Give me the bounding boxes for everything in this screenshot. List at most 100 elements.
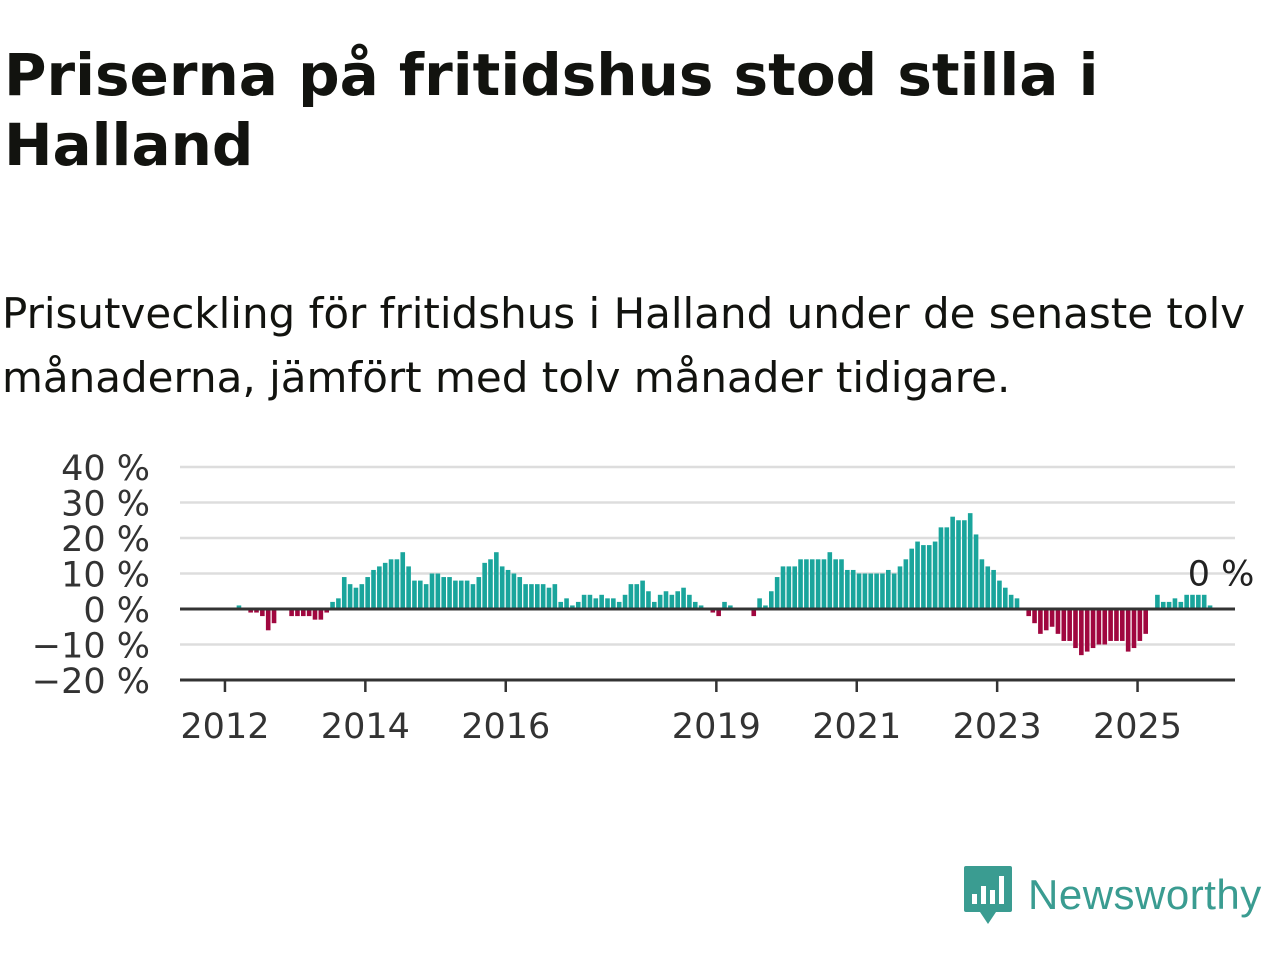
bar xyxy=(453,580,458,609)
bar xyxy=(406,566,411,609)
newsworthy-logo: Newsworthy xyxy=(962,864,1262,926)
bar xyxy=(944,527,950,609)
bar xyxy=(418,580,423,609)
bar xyxy=(546,587,552,609)
bar xyxy=(359,584,365,609)
bar xyxy=(611,598,616,609)
bar xyxy=(529,584,534,609)
bar xyxy=(1184,594,1189,609)
bar xyxy=(441,577,446,609)
bar xyxy=(236,605,242,609)
y-tick-label: −20 % xyxy=(32,662,150,702)
bar xyxy=(786,566,792,609)
bar xyxy=(967,513,973,609)
bar xyxy=(570,605,575,609)
bar xyxy=(774,577,780,609)
bar xyxy=(318,609,324,620)
bars: 0 % xyxy=(236,513,1255,656)
bar xyxy=(821,559,827,609)
bar xyxy=(347,584,353,609)
bar xyxy=(1073,609,1078,649)
bar xyxy=(827,552,833,609)
bar xyxy=(687,594,692,609)
bar xyxy=(552,584,558,609)
bar xyxy=(757,598,762,609)
bar xyxy=(862,573,868,609)
bar xyxy=(423,584,429,609)
bar xyxy=(505,569,511,609)
bar xyxy=(652,601,657,609)
bar xyxy=(692,601,698,609)
bar xyxy=(856,573,862,609)
bar xyxy=(1166,601,1172,609)
bar xyxy=(809,559,815,609)
bar xyxy=(482,562,487,609)
bar xyxy=(1108,609,1113,641)
bar xyxy=(1014,598,1020,609)
x-tick-label: 2016 xyxy=(461,707,550,747)
bar xyxy=(722,601,727,609)
bar xyxy=(1155,594,1160,609)
bar xyxy=(628,584,634,609)
bar xyxy=(886,569,891,609)
bar xyxy=(336,598,341,609)
bar xyxy=(991,569,996,609)
bar xyxy=(1207,605,1213,609)
bar xyxy=(1008,594,1014,609)
x-tick-label: 2012 xyxy=(180,707,269,747)
bar xyxy=(429,573,435,609)
x-axis: 2012 2014 2016 2019 2021 2023 2025 xyxy=(180,607,1235,747)
bar xyxy=(710,609,716,613)
bar xyxy=(1067,609,1072,641)
bar xyxy=(997,580,1002,609)
bar xyxy=(769,591,774,609)
bar xyxy=(599,594,604,609)
bar xyxy=(581,594,587,609)
y-axis-labels: 40 %30 %20 %10 %0 %−10 %−20 % xyxy=(32,449,150,702)
bar xyxy=(540,584,546,609)
bar xyxy=(681,587,686,609)
bar xyxy=(330,601,335,609)
bar xyxy=(921,545,926,609)
bar xyxy=(301,609,306,617)
bar xyxy=(845,569,850,609)
bar xyxy=(523,584,528,609)
y-tick-label: −10 % xyxy=(32,627,150,667)
bar xyxy=(605,598,610,609)
bar xyxy=(985,566,991,609)
bar xyxy=(792,566,797,609)
bar xyxy=(874,573,879,609)
bar xyxy=(1178,601,1184,609)
bar xyxy=(1026,609,1031,617)
bar xyxy=(675,591,680,609)
bar xyxy=(388,559,394,609)
bar xyxy=(833,559,838,609)
bar xyxy=(891,573,897,609)
bar xyxy=(488,559,493,609)
bar xyxy=(1049,609,1055,627)
bar xyxy=(1190,594,1195,609)
bar xyxy=(926,545,932,609)
bar xyxy=(341,577,347,609)
last-value-label: 0 % xyxy=(1188,555,1255,595)
x-tick-label: 2023 xyxy=(953,707,1042,747)
bar xyxy=(1143,609,1148,634)
y-tick-label: 20 % xyxy=(61,520,150,560)
bar xyxy=(511,573,517,609)
x-tick-label: 2021 xyxy=(812,707,901,747)
bar xyxy=(698,605,704,609)
bar xyxy=(260,609,265,617)
bar xyxy=(915,541,920,609)
bar xyxy=(973,534,979,609)
bar xyxy=(1079,609,1084,656)
bar xyxy=(1084,609,1090,652)
bar xyxy=(646,591,651,609)
x-tick-label: 2025 xyxy=(1093,707,1182,747)
bar xyxy=(517,577,523,609)
bar xyxy=(248,609,253,613)
bar xyxy=(1096,609,1102,645)
bar xyxy=(593,598,599,609)
bar xyxy=(962,520,967,609)
bar xyxy=(289,609,294,617)
bar xyxy=(382,562,388,609)
